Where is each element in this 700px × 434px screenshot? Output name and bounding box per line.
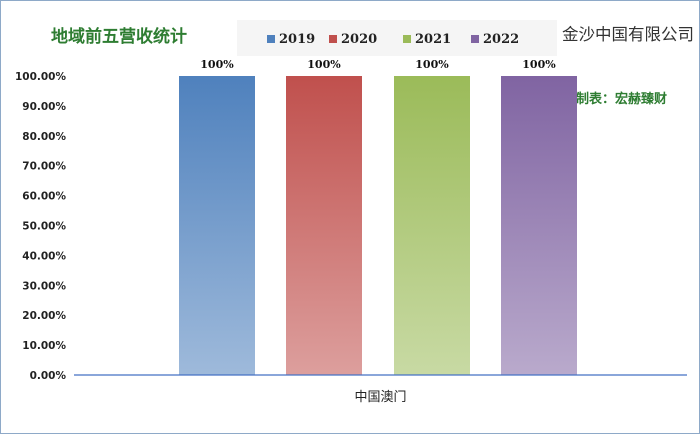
y-tick-label: 70.00% bbox=[22, 161, 66, 173]
chart-title: 地域前五营收统计 bbox=[51, 26, 187, 47]
legend-box bbox=[237, 20, 557, 56]
y-tick-label: 20.00% bbox=[22, 310, 66, 322]
y-tick-label: 0.00% bbox=[30, 370, 67, 382]
y-tick-label: 10.00% bbox=[22, 340, 66, 352]
legend-label-2022: 2022 bbox=[483, 32, 519, 47]
bar-2022 bbox=[501, 76, 577, 375]
data-label-2022: 100% bbox=[522, 58, 556, 71]
legend-label-2020: 2020 bbox=[341, 32, 377, 47]
bar-2021 bbox=[394, 76, 470, 375]
y-tick-label: 30.00% bbox=[22, 280, 66, 292]
y-tick-label: 40.00% bbox=[22, 250, 66, 262]
legend-swatch-2019 bbox=[267, 35, 275, 43]
y-tick-label: 100.00% bbox=[15, 71, 67, 83]
data-label-2020: 100% bbox=[307, 58, 341, 71]
data-labels: 100% 100% 100% 100% bbox=[200, 58, 556, 71]
legend-label-2019: 2019 bbox=[279, 32, 315, 47]
y-tick-label: 60.00% bbox=[22, 191, 66, 203]
y-tick-label: 90.00% bbox=[22, 101, 66, 113]
bar-2019 bbox=[179, 76, 255, 375]
legend: 2019 2020 2021 2022 bbox=[267, 32, 519, 47]
y-tick-label: 80.00% bbox=[22, 131, 66, 143]
category-label: 中国澳门 bbox=[354, 389, 406, 405]
y-tick-label: 50.00% bbox=[22, 221, 66, 233]
data-label-2021: 100% bbox=[415, 58, 449, 71]
legend-label-2021: 2021 bbox=[415, 32, 451, 47]
bars bbox=[179, 76, 577, 375]
legend-swatch-2020 bbox=[329, 35, 337, 43]
y-axis-ticks: 0.00% 10.00% 20.00% 30.00% 40.00% 50.00% 60.00… bbox=[15, 71, 67, 382]
company-name: 金沙中国有限公司 bbox=[562, 25, 694, 44]
legend-swatch-2022 bbox=[471, 35, 479, 43]
chart-credit: 制表：宏赫臻财 bbox=[576, 91, 667, 107]
data-label-2019: 100% bbox=[200, 58, 234, 71]
legend-swatch-2021 bbox=[403, 35, 411, 43]
bar-2020 bbox=[286, 76, 362, 375]
